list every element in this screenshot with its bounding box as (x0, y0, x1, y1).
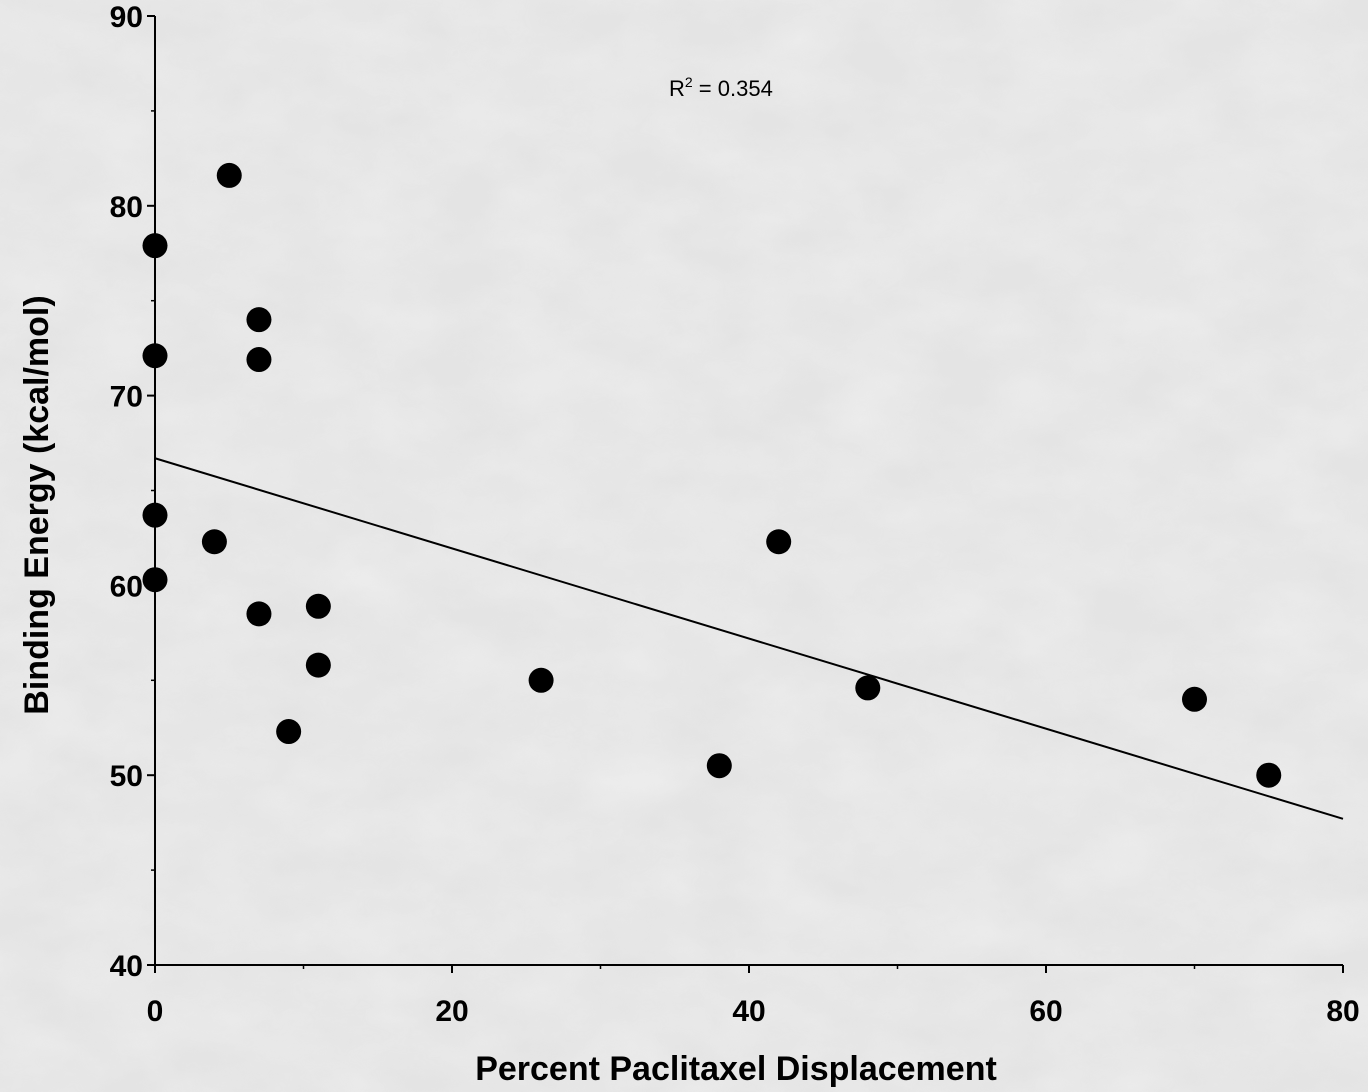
data-point (216, 162, 242, 188)
y-tick-label: 60 (110, 570, 143, 603)
trendline-group (154, 457, 1344, 820)
y-tick-label: 90 (110, 1, 143, 34)
trendline (154, 457, 1344, 820)
data-point (305, 593, 331, 619)
data-point (142, 502, 168, 528)
data-point (305, 652, 331, 678)
data-point (276, 719, 302, 745)
x-axis-title: Percent Paclitaxel Displacement (475, 1050, 997, 1088)
x-tick-label: 0 (147, 995, 164, 1028)
data-point (1182, 686, 1207, 712)
data-point (1256, 762, 1282, 788)
y-axis-title: Binding Energy (kcal/mol) (18, 295, 56, 714)
data-point (246, 347, 272, 373)
data-point (706, 753, 732, 779)
data-point (142, 233, 168, 259)
y-tick-label: 70 (110, 381, 143, 414)
data-point (201, 529, 227, 555)
data-point (766, 529, 792, 555)
y-tick-label: 50 (110, 760, 143, 793)
data-point (855, 675, 881, 701)
r-squared-base: R (669, 76, 685, 101)
data-point (142, 567, 168, 593)
data-point (246, 601, 272, 627)
axes: 40 50 60 70 80 90 0 20 40 60 80 (110, 1, 1360, 1028)
data-point (246, 307, 272, 333)
x-tick-label: 20 (435, 995, 468, 1028)
r-squared-annotation: R2 = 0.354 (669, 74, 773, 101)
r-squared-value: = 0.354 (693, 76, 773, 101)
x-tick-label: 40 (732, 995, 765, 1028)
y-tick-label: 80 (110, 191, 143, 224)
data-points (142, 162, 1282, 788)
x-tick-label: 80 (1326, 995, 1359, 1028)
data-point (142, 343, 168, 369)
data-point (528, 667, 554, 693)
r-squared-superscript: 2 (685, 74, 693, 90)
x-tick-label: 60 (1029, 995, 1062, 1028)
y-tick-label: 40 (110, 950, 143, 983)
